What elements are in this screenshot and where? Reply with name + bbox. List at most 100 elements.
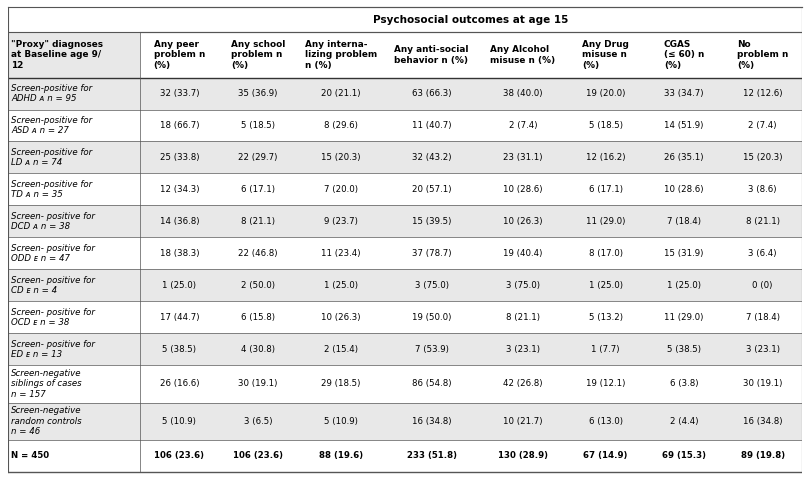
Bar [219,205,297,238]
Text: Screen-positive for
ADHD ᴀ n = 95: Screen-positive for ADHD ᴀ n = 95 [11,84,92,103]
Bar [645,238,723,269]
Text: 32 (43.2): 32 (43.2) [412,153,451,162]
Text: Screen-positive for
LD ᴀ n = 74: Screen-positive for LD ᴀ n = 74 [11,148,92,167]
Text: 11 (23.4): 11 (23.4) [321,249,360,258]
Bar [723,402,802,440]
Text: 10 (28.6): 10 (28.6) [664,185,704,194]
Text: 14 (51.9): 14 (51.9) [664,121,704,130]
Text: 4 (30.8): 4 (30.8) [241,345,275,354]
Bar [645,440,723,472]
Bar [297,32,384,78]
Bar [566,269,645,301]
Text: 11 (29.0): 11 (29.0) [664,313,704,322]
Text: 7 (53.9): 7 (53.9) [415,345,449,354]
Text: 86 (54.8): 86 (54.8) [412,379,451,388]
Bar [384,205,480,238]
Text: 3 (8.6): 3 (8.6) [748,185,777,194]
Bar [723,110,802,141]
Text: 6 (15.8): 6 (15.8) [241,313,275,322]
Text: Any peer
problem n
(%): Any peer problem n (%) [154,40,205,70]
Text: 1 (25.0): 1 (25.0) [324,281,358,290]
Text: 63 (66.3): 63 (66.3) [412,89,451,98]
Text: 106 (23.6): 106 (23.6) [233,451,283,460]
Bar [480,440,566,472]
Bar [566,78,645,110]
Text: 5 (18.5): 5 (18.5) [241,121,275,130]
Text: 88 (19.6): 88 (19.6) [318,451,363,460]
Bar [384,32,480,78]
Text: Screen- positive for
ED ᴇ n = 13: Screen- positive for ED ᴇ n = 13 [11,340,96,359]
Text: 130 (28.9): 130 (28.9) [498,451,548,460]
Text: 42 (26.8): 42 (26.8) [503,379,543,388]
Bar [723,238,802,269]
Text: 3 (75.0): 3 (75.0) [505,281,539,290]
Text: 5 (38.5): 5 (38.5) [667,345,701,354]
Text: Screen- positive for
DCD ᴀ n = 38: Screen- positive for DCD ᴀ n = 38 [11,212,96,231]
Bar [645,173,723,205]
Text: CGAS
(≤ 60) n
(%): CGAS (≤ 60) n (%) [664,40,704,70]
Bar [219,440,297,472]
Bar [140,32,219,78]
Bar [297,110,384,141]
Bar [566,32,645,78]
Bar [384,301,480,333]
Bar [566,238,645,269]
Text: 1 (7.7): 1 (7.7) [591,345,620,354]
Bar [140,205,219,238]
Text: Screen-positive for
TD ᴀ n = 35: Screen-positive for TD ᴀ n = 35 [11,180,92,199]
Text: 15 (20.3): 15 (20.3) [743,153,782,162]
Text: 26 (35.1): 26 (35.1) [664,153,704,162]
Bar [219,402,297,440]
Text: Any anti-social
behavior n (%): Any anti-social behavior n (%) [394,45,469,65]
Text: 2 (7.4): 2 (7.4) [748,121,777,130]
Bar [8,141,140,173]
Text: Screen- positive for
CD ᴇ n = 4: Screen- positive for CD ᴇ n = 4 [11,276,96,295]
Text: 12 (16.2): 12 (16.2) [586,153,625,162]
Bar [219,365,297,402]
Bar [219,333,297,365]
Bar [140,365,219,402]
Bar [8,301,140,333]
Text: Any school
problem n
(%): Any school problem n (%) [231,40,285,70]
Text: 16 (34.8): 16 (34.8) [743,417,782,425]
Bar [384,402,480,440]
Bar [297,269,384,301]
Text: 15 (39.5): 15 (39.5) [412,217,451,226]
Text: 19 (50.0): 19 (50.0) [412,313,451,322]
Bar [8,173,140,205]
Bar [566,333,645,365]
Bar [8,402,140,440]
Bar [219,301,297,333]
Text: 16 (34.8): 16 (34.8) [412,417,451,425]
Text: 33 (34.7): 33 (34.7) [664,89,704,98]
Bar [723,32,802,78]
Bar [297,301,384,333]
Bar [480,301,566,333]
Text: 2 (50.0): 2 (50.0) [241,281,275,290]
Bar [8,333,140,365]
Text: 6 (3.8): 6 (3.8) [670,379,698,388]
Bar [140,440,219,472]
Text: 10 (26.3): 10 (26.3) [321,313,360,322]
Bar [8,32,140,78]
Bar [723,205,802,238]
Text: 3 (6.4): 3 (6.4) [748,249,777,258]
Text: Screen-negative
random controls
n = 46: Screen-negative random controls n = 46 [11,406,82,436]
Bar [723,301,802,333]
Text: "Proxy" diagnoses
at Baseline age 9/
12: "Proxy" diagnoses at Baseline age 9/ 12 [11,40,104,70]
Bar [8,78,140,110]
Text: 35 (36.9): 35 (36.9) [238,89,278,98]
Bar [480,402,566,440]
Bar [480,32,566,78]
Bar [297,365,384,402]
Text: 30 (19.1): 30 (19.1) [743,379,782,388]
Text: 6 (17.1): 6 (17.1) [241,185,275,194]
Text: 32 (33.7): 32 (33.7) [160,89,199,98]
Bar [384,78,480,110]
Text: 10 (28.6): 10 (28.6) [503,185,543,194]
Text: 2 (15.4): 2 (15.4) [324,345,358,354]
Text: 1 (25.0): 1 (25.0) [667,281,701,290]
Bar [384,173,480,205]
Bar [8,205,140,238]
Text: 3 (23.1): 3 (23.1) [746,345,780,354]
